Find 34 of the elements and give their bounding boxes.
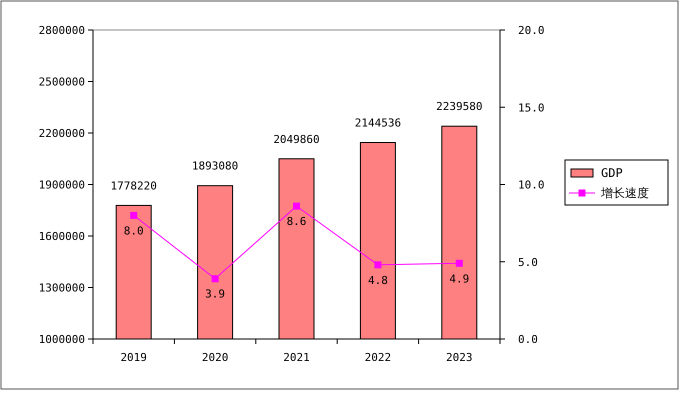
data-label: 2049860 <box>273 132 320 146</box>
x-tick-label: 2021 <box>283 351 310 364</box>
x-tick-label: 2020 <box>202 351 228 364</box>
point <box>212 275 219 282</box>
data-label: 1778220 <box>110 179 157 192</box>
x-tick-label: 2022 <box>364 351 392 364</box>
point <box>374 261 382 268</box>
point <box>456 260 463 267</box>
point <box>130 212 138 219</box>
y-tick-label: 2500000 <box>38 76 85 88</box>
x-tick-label: 2023 <box>446 351 473 364</box>
legend-label: 增长速度 <box>600 186 649 200</box>
data-label: 8.0 <box>124 224 144 238</box>
y-tick-label: 1000000 <box>38 333 85 346</box>
y-tick-label: 1600000 <box>38 230 85 243</box>
data-label: 2239580 <box>436 100 482 114</box>
y-tick-label: 2200000 <box>38 127 85 140</box>
point <box>293 202 300 210</box>
y2-tick-label: 0.0 <box>518 333 538 346</box>
data-label: 2144536 <box>354 116 402 130</box>
y2-tick-label: 15.0 <box>518 101 544 114</box>
y2-tick-label: 10.0 <box>518 178 544 192</box>
data-label: 4.8 <box>368 274 388 287</box>
y-tick-label: 1300000 <box>38 282 85 294</box>
data-label: 3.9 <box>205 288 226 301</box>
y2-tick-label: 20.0 <box>518 24 544 37</box>
y-tick-label: 2800000 <box>38 24 85 37</box>
y2-tick-label: 5.0 <box>518 256 538 269</box>
y-tick-label: 1900000 <box>38 178 85 192</box>
x-tick-label: 2019 <box>120 351 147 364</box>
legend-label: GDP <box>601 166 623 180</box>
data-label: 8.6 <box>286 215 306 228</box>
data-label: 1893080 <box>192 160 238 173</box>
data-label: 4.9 <box>449 272 470 286</box>
